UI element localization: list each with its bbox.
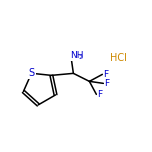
- Text: S: S: [28, 68, 35, 78]
- Text: F: F: [104, 79, 109, 88]
- Text: NH: NH: [70, 51, 84, 60]
- Text: HCl: HCl: [110, 53, 126, 63]
- Text: F: F: [103, 70, 109, 79]
- Text: 2: 2: [79, 55, 83, 60]
- Text: F: F: [97, 90, 102, 99]
